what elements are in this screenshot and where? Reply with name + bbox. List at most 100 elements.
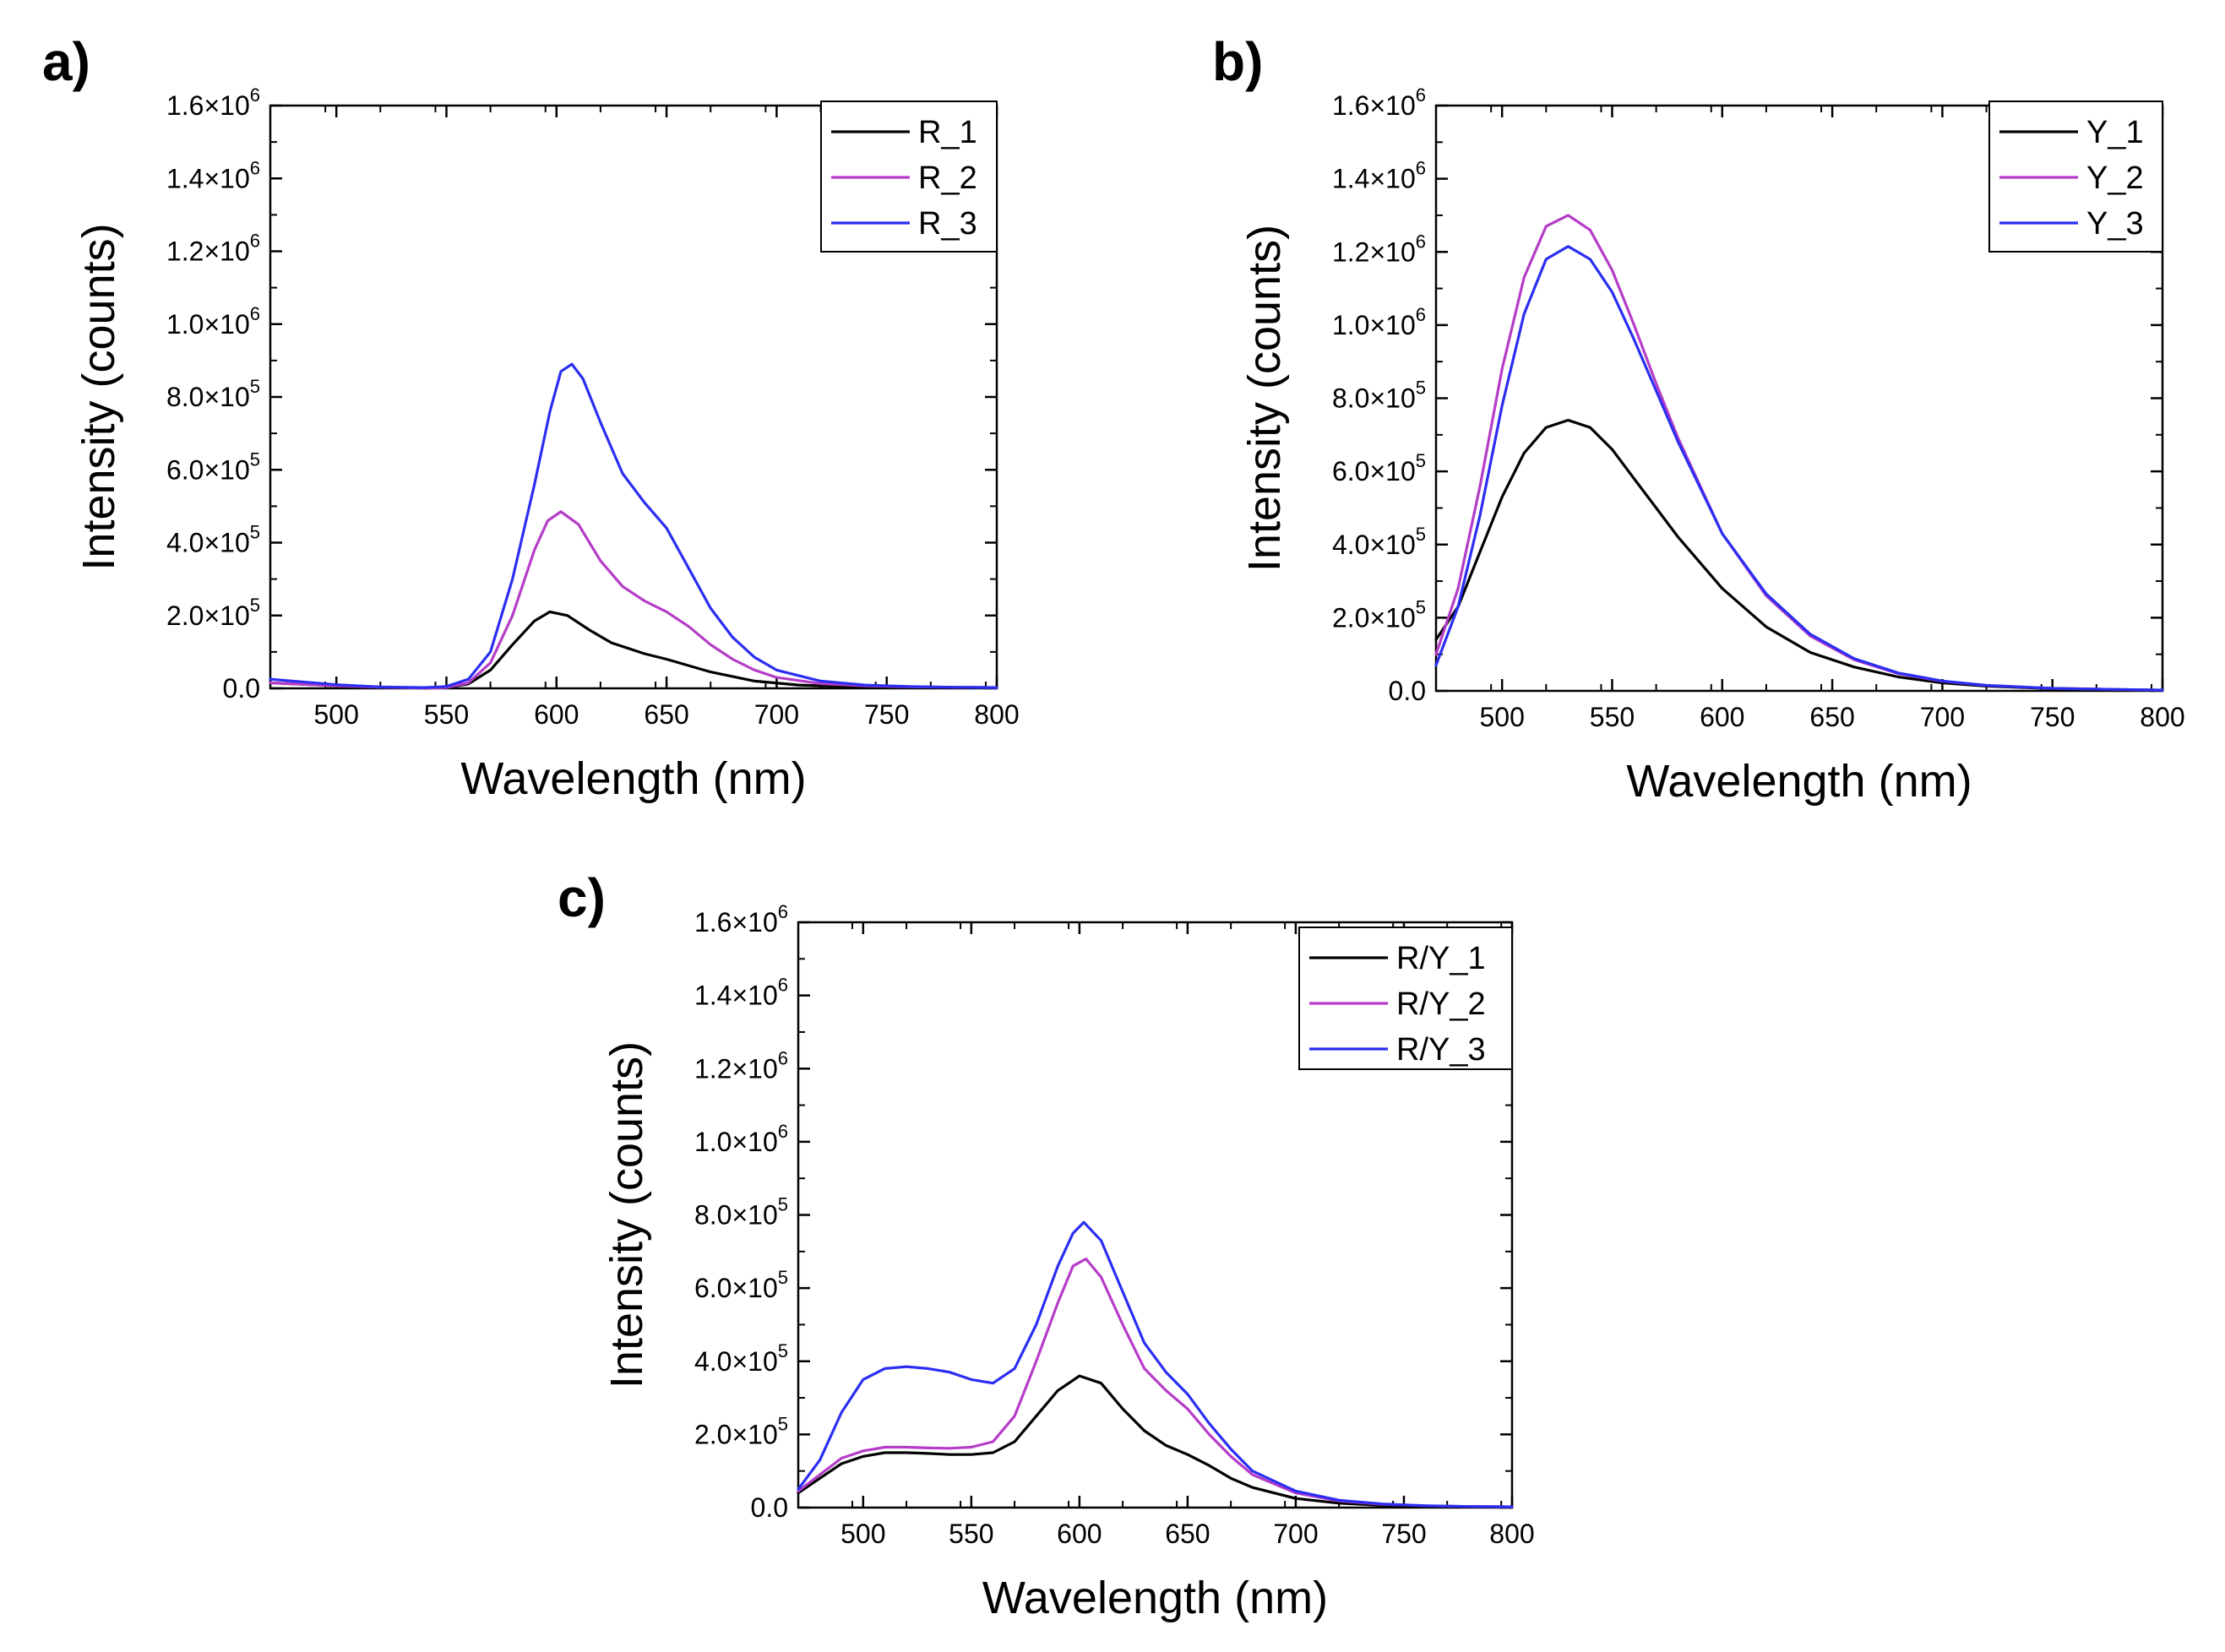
series-line-Y_1	[1434, 418, 2164, 692]
x-tick-label: 600	[1057, 1519, 1102, 1549]
y-tick-exponent: 5	[250, 376, 260, 397]
y-tick-base: 4.0×10	[1332, 530, 1416, 560]
y-tick-exponent: 5	[1416, 524, 1426, 545]
y-tick-base: 8.0×10	[1332, 383, 1416, 414]
x-tick-label: 550	[424, 699, 469, 730]
y-tick-exponent: 5	[250, 595, 260, 616]
x-tick-label: 750	[2030, 702, 2075, 732]
y-tick-base: 0.0	[751, 1492, 788, 1523]
y-tick-base: 4.0×10	[694, 1346, 778, 1377]
y-tick-label: 1.0×106	[694, 1121, 788, 1157]
y-tick-exponent: 5	[1416, 378, 1426, 399]
x-tick-label: 750	[864, 699, 909, 730]
y-tick-exponent: 6	[778, 1047, 788, 1068]
y-tick-label: 2.0×105	[694, 1413, 788, 1449]
y-tick-base: 1.2×10	[1332, 236, 1416, 267]
y-tick-label: 4.0×105	[166, 522, 260, 558]
x-tick-label: 500	[1479, 702, 1524, 732]
x-tick-label: 500	[840, 1519, 885, 1549]
y-tick-label: 1.6×106	[1332, 84, 1426, 121]
y-tick-base: 1.6×10	[1332, 90, 1416, 121]
y-tick-label: 0.0	[751, 1492, 788, 1523]
legend: R_1 R_2 R_3	[820, 101, 998, 253]
y-tick-label: 2.0×105	[166, 595, 260, 631]
y-tick-base: 1.4×10	[1332, 164, 1416, 194]
y-tick-base: 2.0×10	[166, 600, 250, 631]
y-tick-label: 1.0×106	[1332, 304, 1426, 340]
x-tick-label: 650	[644, 699, 688, 730]
x-tick-label: 750	[1381, 1519, 1426, 1549]
y-tick-label: 1.4×106	[694, 975, 788, 1011]
x-axis-title: Wavelength (nm)	[1626, 756, 1972, 807]
y-tick-label: 4.0×105	[694, 1340, 788, 1377]
y-tick-exponent: 5	[778, 1194, 788, 1215]
y-tick-label: 6.0×105	[694, 1267, 788, 1303]
x-tick-label: 550	[949, 1519, 993, 1549]
y-tick-label: 1.6×106	[694, 901, 788, 937]
legend-label: Y_3	[2086, 206, 2144, 242]
y-tick-label: 4.0×105	[1332, 524, 1426, 560]
y-tick-base: 2.0×10	[694, 1419, 778, 1449]
y-tick-exponent: 6	[1416, 304, 1426, 325]
y-tick-label: 1.2×106	[694, 1047, 788, 1084]
y-tick-exponent: 5	[250, 448, 260, 470]
y-tick-label: 8.0×105	[1332, 378, 1426, 414]
y-tick-base: 4.0×10	[166, 528, 250, 558]
y-tick-label: 1.2×106	[166, 231, 260, 267]
legend-label: R_1	[918, 115, 977, 150]
x-tick-label: 650	[1165, 1519, 1210, 1549]
y-tick-label: 1.4×106	[1332, 158, 1426, 194]
y-tick-exponent: 6	[778, 901, 788, 922]
x-tick-label: 800	[2140, 702, 2184, 732]
x-tick-label: 700	[1920, 702, 1965, 732]
x-axis-title: Wavelength (nm)	[460, 753, 806, 804]
y-tick-base: 6.0×10	[1332, 456, 1416, 486]
x-tick-label: 500	[313, 699, 358, 730]
y-tick-label: 0.0	[223, 673, 260, 704]
y-tick-label: 8.0×105	[166, 376, 260, 412]
y-tick-base: 6.0×10	[166, 454, 250, 485]
legend-label: R_3	[918, 206, 977, 242]
chart-panel-1: a)500 550 600 650 700 750 8000.02.0×1054.0×105…	[42, 31, 1020, 804]
x-tick-label: 600	[1700, 702, 1744, 732]
y-tick-exponent: 6	[250, 84, 260, 106]
y-tick-label: 0.0	[1389, 676, 1426, 706]
y-tick-exponent: 6	[250, 231, 260, 252]
panel-label: c)	[558, 867, 606, 928]
y-tick-exponent: 6	[1416, 158, 1426, 179]
y-tick-exponent: 6	[250, 157, 260, 178]
x-tick-label: 550	[1590, 702, 1635, 732]
y-axis-title: Intensity (counts)	[73, 223, 124, 570]
y-tick-label: 6.0×105	[166, 448, 260, 485]
legend-box	[1298, 927, 1513, 1070]
legend: Y_1 Y_2 Y_3	[1988, 101, 2163, 253]
chart-panel-3: c)500 550 600 650 700 750 8000.02.0×1054.0×105…	[558, 867, 1535, 1623]
series-line-R/Y_3	[797, 1220, 1514, 1508]
legend-label: R/Y_1	[1396, 941, 1486, 976]
y-tick-label: 1.2×106	[1332, 231, 1426, 267]
y-tick-base: 1.2×10	[166, 236, 250, 267]
y-tick-base: 6.0×10	[694, 1273, 778, 1303]
x-tick-label: 600	[534, 699, 579, 730]
y-tick-base: 0.0	[1389, 676, 1426, 706]
y-tick-label: 2.0×105	[1332, 596, 1426, 633]
x-axis-title: Wavelength (nm)	[982, 1573, 1328, 1623]
y-tick-base: 1.0×10	[1332, 310, 1416, 340]
y-axis-title: Intensity (counts)	[1239, 225, 1290, 572]
x-tick-label: 700	[754, 699, 799, 730]
y-tick-base: 1.2×10	[694, 1053, 778, 1084]
y-tick-label: 1.6×106	[166, 84, 260, 121]
y-tick-exponent: 6	[1416, 84, 1426, 106]
legend-label: R/Y_3	[1396, 1032, 1486, 1068]
y-tick-base: 8.0×10	[166, 382, 250, 412]
y-tick-base: 1.4×10	[694, 981, 778, 1011]
y-tick-exponent: 5	[778, 1340, 788, 1361]
y-tick-base: 1.0×10	[694, 1127, 778, 1157]
chart-panel-2: b)500 550 600 650 700 750 8000.02.0×1054.0×105…	[1212, 31, 2185, 807]
legend-label: R/Y_2	[1396, 986, 1486, 1022]
y-tick-exponent: 5	[250, 522, 260, 543]
legend-label: Y_1	[2086, 115, 2144, 150]
series-line-Y_2	[1434, 214, 2164, 692]
series-line-R_2	[269, 510, 998, 690]
